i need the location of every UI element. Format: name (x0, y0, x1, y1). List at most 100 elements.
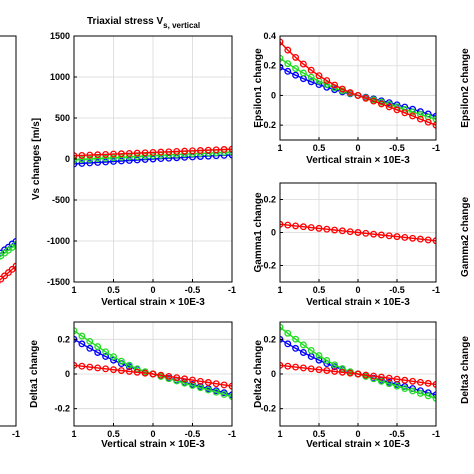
data-point (173, 148, 181, 155)
data-point (323, 77, 331, 85)
data-point (307, 346, 315, 354)
data-point (416, 389, 424, 397)
data-point (432, 112, 436, 120)
y-tick-label: 0 (271, 369, 276, 379)
epsilon1-grid (279, 35, 437, 140)
data-point (157, 371, 165, 379)
data-point (331, 367, 339, 375)
data-point (331, 81, 339, 89)
epsilon2-y-axis-label: Epsilon2 change (460, 48, 471, 128)
gamma2-y-axis-label: Gamma2 change (460, 197, 471, 277)
gamma1-x-ticks: 1 0.5 0 -0.5 -1 (277, 279, 440, 295)
data-point (354, 229, 362, 236)
delta1-y-ticks: 0.2 0 -0.2 (54, 334, 77, 414)
data-point (94, 364, 102, 372)
data-point (424, 118, 432, 126)
y-tick-label: 0.2 (263, 334, 276, 344)
gamma1-chart: 1 0.5 0 -0.5 -1 0.2 0 -0.2 Vertical strain × 1… (253, 182, 440, 308)
data-point (125, 367, 133, 375)
x-tick-label: 1 (277, 143, 282, 153)
data-point (189, 147, 196, 155)
data-point (102, 158, 110, 166)
data-point (346, 369, 354, 377)
series-line (0, 265, 16, 281)
delta1-y-axis-label: Delta1 change (29, 340, 40, 408)
left-partial-chart: rtical -1 (0, 35, 20, 439)
data-point (94, 343, 102, 351)
delta2-y-axis-label: Delta2 change (253, 340, 264, 408)
data-point (370, 372, 378, 380)
y-tick-label: 0.4 (263, 31, 276, 41)
data-point (307, 224, 315, 231)
data-point (94, 151, 102, 159)
data-point (125, 153, 133, 161)
data-point (299, 223, 307, 231)
x-tick-label: 1 (277, 285, 282, 295)
data-point (220, 381, 228, 389)
data-point (102, 365, 110, 373)
y-tick-label: -0.2 (260, 120, 276, 130)
x-tick-label: 0 (150, 429, 155, 439)
epsilon1-x-ticks: 1 0.5 0 -0.5 -1 (277, 137, 440, 153)
delta2-y-ticks: 0.2 0 -0.2 (260, 334, 283, 414)
data-point (323, 357, 331, 364)
x-tick-label: -1 (12, 429, 20, 439)
data-point (323, 367, 331, 374)
delta1-x-ticks: 1 0.5 0 -0.5 -1 (71, 423, 236, 439)
data-point (416, 378, 424, 386)
data-point (385, 103, 393, 111)
data-point (292, 344, 300, 352)
data-point (78, 362, 86, 370)
data-point (401, 233, 409, 241)
x-tick-label: 0.5 (313, 429, 326, 439)
data-point (338, 227, 346, 235)
data-point (196, 384, 204, 392)
epsilon1-y-ticks: 0.4 0.2 0 -0.2 (260, 31, 283, 130)
data-point (346, 89, 354, 97)
data-point (125, 157, 133, 164)
x-tick-label: -1 (432, 429, 440, 439)
data-point (196, 147, 204, 154)
data-point (315, 81, 323, 89)
data-point (181, 375, 189, 383)
data-point (362, 371, 370, 379)
data-point (284, 362, 292, 370)
y-tick-label: -0.2 (260, 404, 276, 414)
data-point (432, 394, 436, 402)
data-point (432, 391, 436, 399)
data-point (292, 222, 300, 230)
data-point (110, 158, 117, 165)
data-point (432, 115, 436, 123)
data-point (74, 361, 78, 369)
x-tick-label: -0.5 (185, 429, 201, 439)
gamma1-x-axis-label: Vertical strain × 10E-3 (306, 297, 410, 308)
delta1-x-axis-label: Vertical strain × 10E-3 (101, 439, 205, 450)
data-point (110, 154, 117, 162)
data-point (125, 149, 133, 157)
data-point (338, 85, 346, 93)
data-point (78, 155, 86, 163)
data-point (354, 91, 362, 99)
data-point (338, 365, 346, 373)
data-point (299, 349, 307, 356)
data-point (307, 365, 315, 373)
data-point (78, 151, 86, 159)
vs-chart-title: Triaxial stress Vs, vertical (87, 16, 200, 30)
y-tick-label: -1500 (47, 277, 70, 287)
data-point (212, 380, 220, 388)
data-point (292, 335, 300, 343)
data-point (133, 149, 141, 157)
data-point (401, 109, 409, 117)
data-point (117, 153, 125, 161)
x-tick-label: -0.5 (389, 285, 405, 295)
data-point (377, 231, 385, 239)
data-point (292, 65, 300, 72)
x-tick-label: 1 (71, 285, 76, 295)
data-point (323, 225, 331, 233)
data-point (307, 78, 315, 86)
data-point (117, 157, 125, 165)
delta2-x-ticks: 1 0.5 0 -0.5 -1 (277, 423, 440, 439)
data-point (157, 148, 165, 156)
vs-y-axis-label: Vs changes [m/s] (31, 118, 42, 200)
data-point (362, 229, 370, 237)
